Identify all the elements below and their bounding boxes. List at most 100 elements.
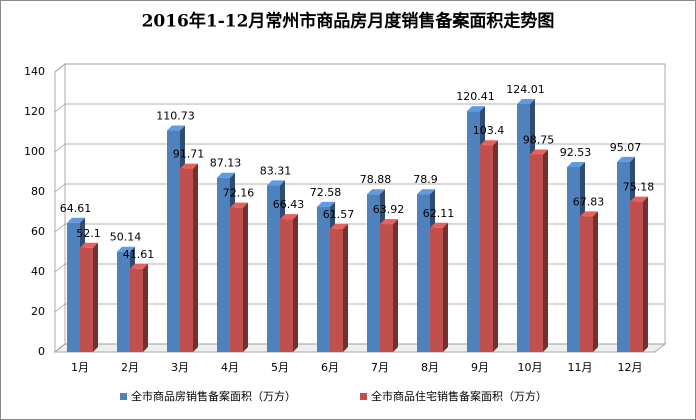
x-tick-label: 1月 xyxy=(71,361,89,374)
data-label: 50.14 xyxy=(110,231,142,244)
bar-top xyxy=(617,156,635,162)
data-label: 110.73 xyxy=(156,110,195,123)
data-label: 61.57 xyxy=(323,208,355,221)
x-tick-label: 7月 xyxy=(371,361,389,374)
grid-line xyxy=(54,343,665,353)
x-tick-label: 3月 xyxy=(171,361,189,374)
bar xyxy=(430,227,443,352)
bar-side xyxy=(93,242,98,352)
bar-top xyxy=(567,161,585,167)
bar-top xyxy=(630,196,648,202)
legend-label: 全市商品住宅销售备案面积（万方） xyxy=(371,389,547,403)
legend-swatch xyxy=(120,393,127,400)
bar-side xyxy=(593,211,598,352)
bar-top xyxy=(580,211,598,217)
bar xyxy=(67,222,80,352)
x-tick-label: 2月 xyxy=(121,361,139,374)
bar-side xyxy=(143,263,148,352)
x-tick-label: 11月 xyxy=(568,361,593,374)
bar-top xyxy=(167,125,185,131)
bar-top xyxy=(267,180,285,186)
data-label: 124.01 xyxy=(506,83,545,96)
grid-line xyxy=(54,303,665,313)
data-label: 75.18 xyxy=(623,181,655,194)
x-tick-label: 9月 xyxy=(471,361,489,374)
grid-line xyxy=(54,223,665,233)
y-tick-label: 100 xyxy=(24,145,45,158)
grid-line xyxy=(54,263,665,273)
bar-top xyxy=(217,172,235,178)
bar xyxy=(417,194,430,352)
data-label: 62.11 xyxy=(423,207,455,220)
bar xyxy=(380,224,393,352)
y-tick-label: 40 xyxy=(31,265,45,278)
y-tick-label: 0 xyxy=(38,345,45,358)
x-tick-label: 8月 xyxy=(421,361,439,374)
bar xyxy=(517,103,530,352)
bar xyxy=(167,130,180,352)
bar-top xyxy=(530,149,548,155)
bar-top xyxy=(67,217,85,223)
grid-line xyxy=(54,183,665,193)
bar xyxy=(180,168,193,352)
bar-top xyxy=(367,189,385,195)
bar xyxy=(130,268,143,352)
bar-top xyxy=(130,263,148,269)
bar-top xyxy=(280,214,298,220)
bar-top xyxy=(80,242,98,248)
bar-side xyxy=(393,219,398,352)
bar-top xyxy=(517,98,535,104)
grid-line xyxy=(54,103,665,113)
data-label: 87.13 xyxy=(210,157,242,170)
bar-side xyxy=(343,223,348,352)
bar xyxy=(580,216,593,352)
bar xyxy=(317,206,330,352)
data-label: 72.16 xyxy=(223,187,255,200)
x-tick-label: 10月 xyxy=(518,361,543,374)
x-tick-label: 5月 xyxy=(271,361,289,374)
legend-label: 全市商品房销售备案面积（万方） xyxy=(131,389,296,403)
data-label: 120.41 xyxy=(456,90,495,103)
bar xyxy=(567,166,580,352)
data-label: 64.61 xyxy=(60,202,92,215)
bar xyxy=(117,251,130,352)
chart-title: 2016年1-12月常州市商品房月度销售备案面积走势图 xyxy=(142,11,555,32)
data-label: 98.75 xyxy=(523,134,555,147)
bar-top xyxy=(180,163,198,169)
legend-swatch xyxy=(360,393,367,400)
data-label: 95.07 xyxy=(610,141,642,154)
bar xyxy=(630,201,643,352)
bar-side xyxy=(293,214,298,352)
x-tick-label: 12月 xyxy=(618,361,643,374)
bar-top xyxy=(467,106,485,112)
data-label: 78.88 xyxy=(360,173,392,186)
data-label: 41.61 xyxy=(123,248,155,261)
data-label: 63.92 xyxy=(373,203,405,216)
bar-side xyxy=(543,149,548,352)
bar-top xyxy=(430,222,448,228)
bar xyxy=(267,185,280,352)
bar xyxy=(467,111,480,353)
bar xyxy=(480,145,493,352)
bar-top xyxy=(230,202,248,208)
bar xyxy=(280,219,293,352)
bar-top xyxy=(330,223,348,229)
y-tick-label: 120 xyxy=(24,105,45,118)
bar xyxy=(367,194,380,352)
y-tick-label: 20 xyxy=(31,305,45,318)
data-label: 67.83 xyxy=(573,195,605,208)
bar-side xyxy=(643,196,648,352)
bar-top xyxy=(480,140,498,146)
data-label: 83.31 xyxy=(260,164,292,177)
grid-line xyxy=(54,63,665,73)
bar xyxy=(230,207,243,352)
data-label: 78.9 xyxy=(413,173,438,186)
bar-top xyxy=(117,246,135,252)
y-tick-label: 140 xyxy=(24,65,45,78)
data-label: 91.71 xyxy=(173,148,205,161)
data-label: 52.1 xyxy=(76,227,101,240)
x-tick-label: 4月 xyxy=(221,361,239,374)
data-label: 92.53 xyxy=(560,146,592,159)
bar xyxy=(217,177,230,352)
